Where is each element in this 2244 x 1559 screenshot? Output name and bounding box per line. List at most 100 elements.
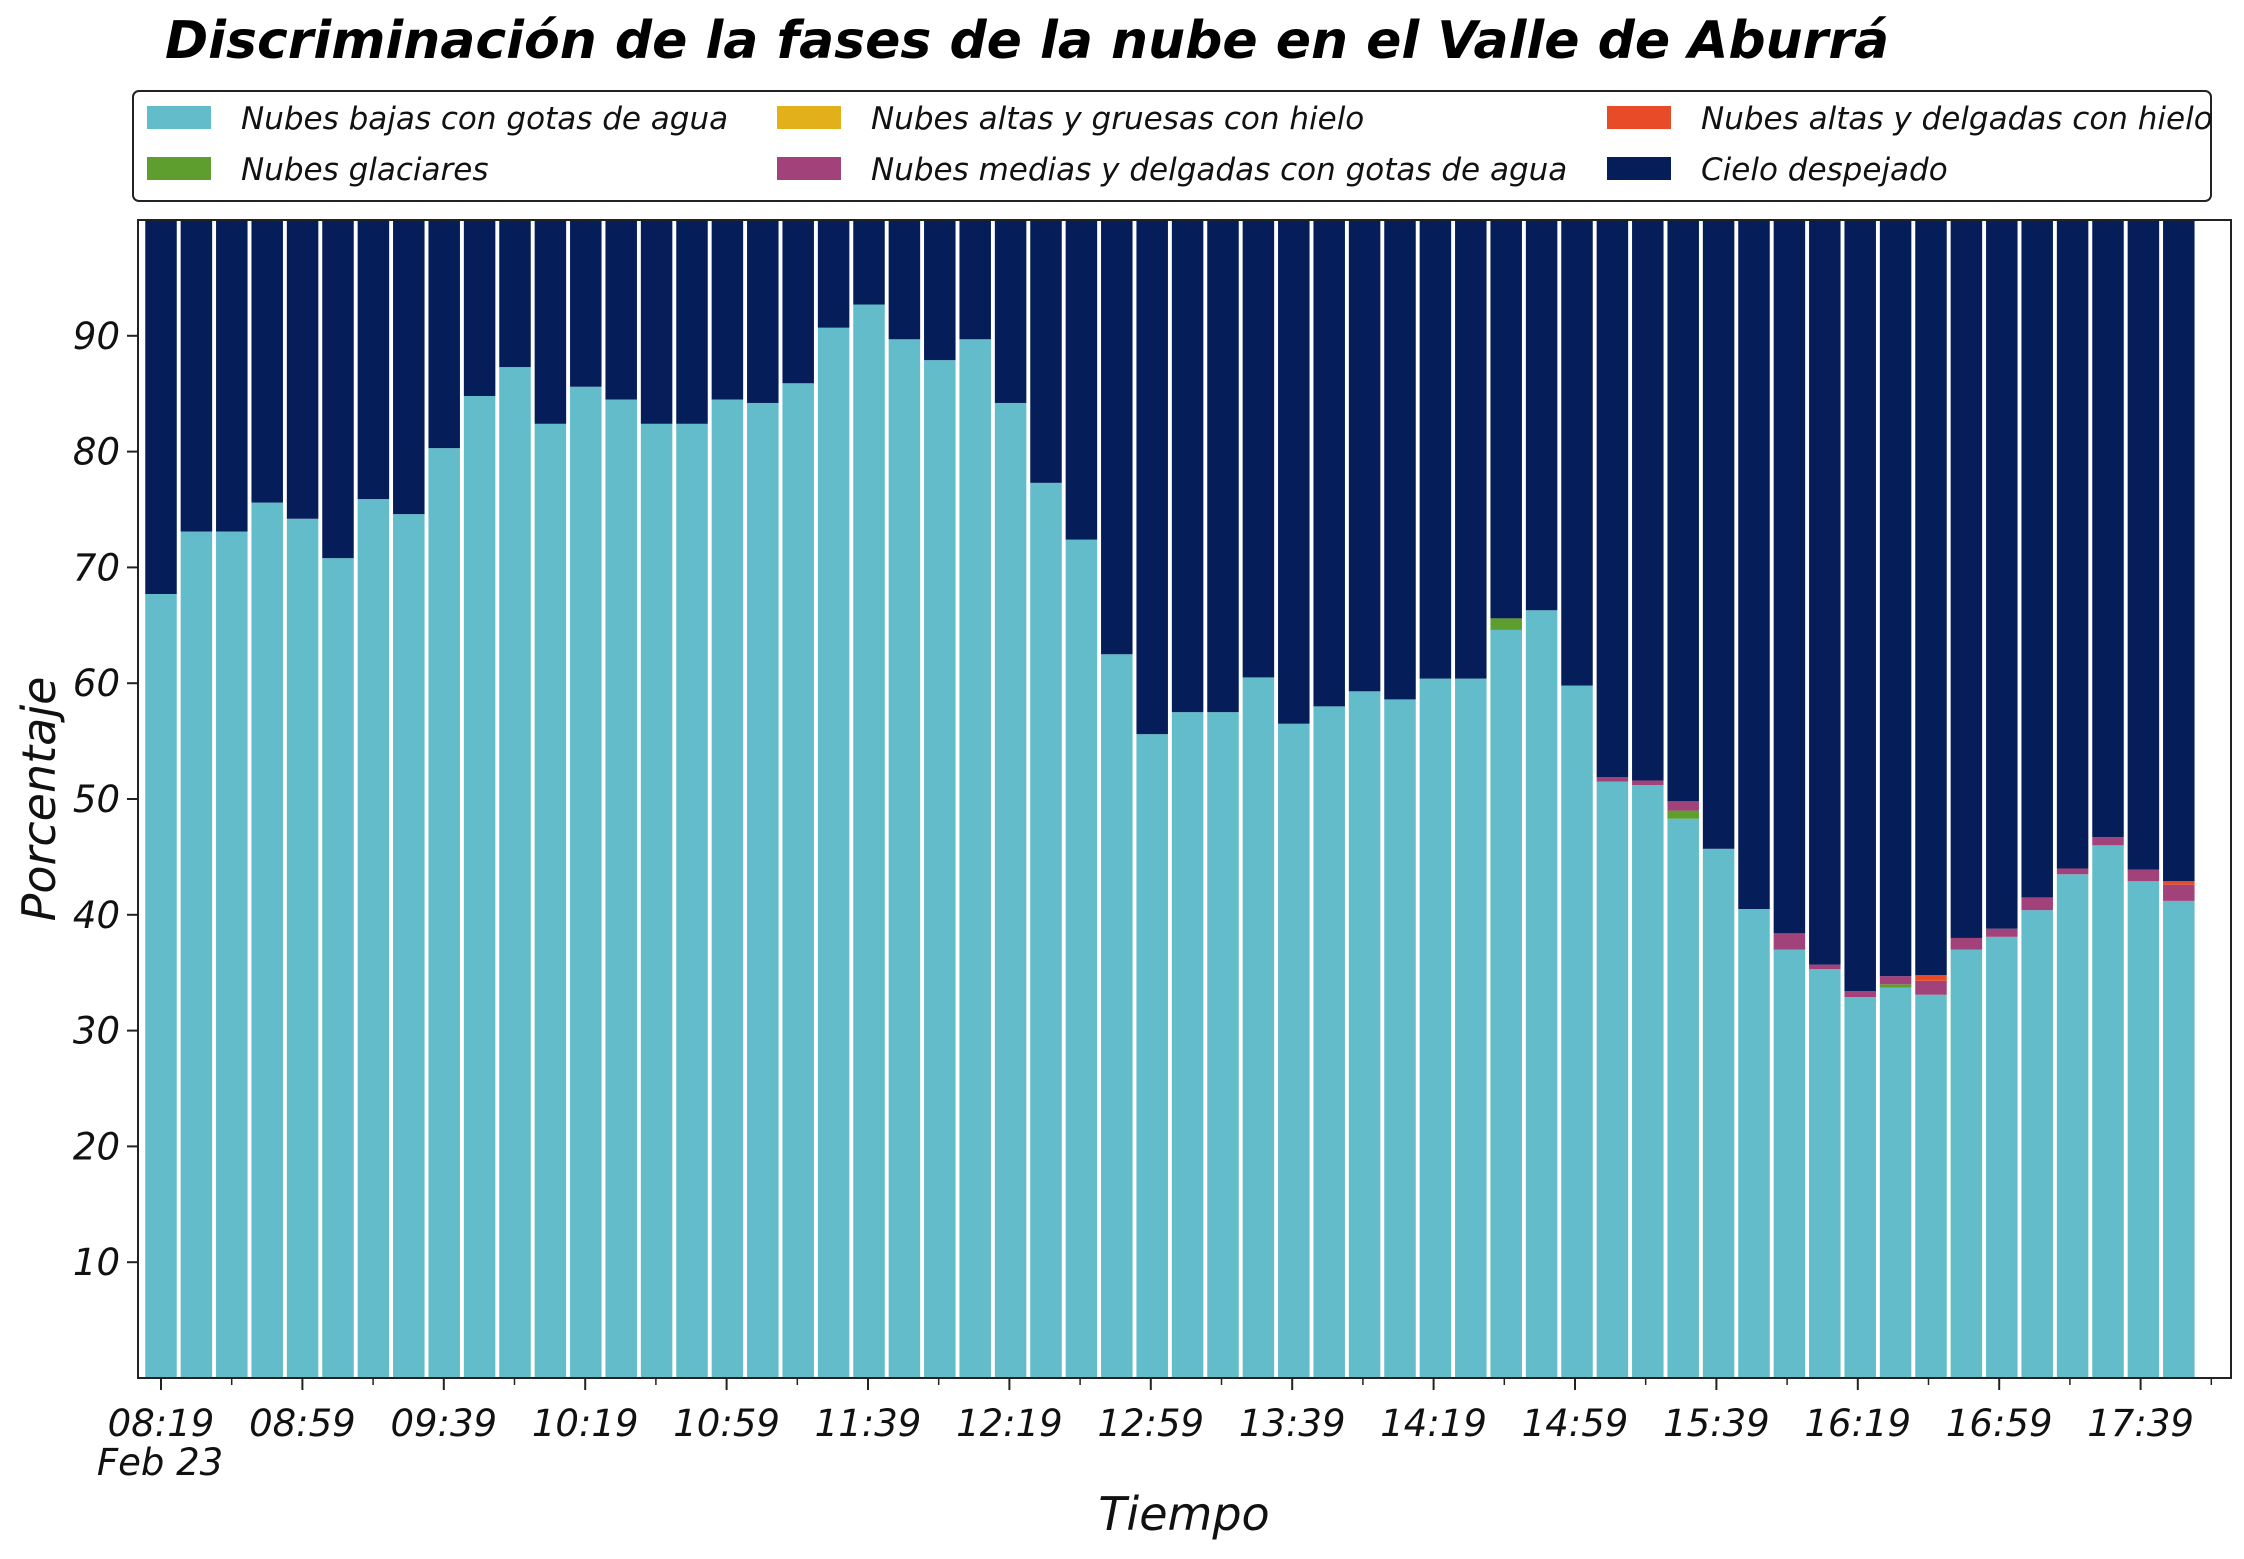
- bar-segment-15-s0: [676, 423, 708, 1378]
- bar-segment-49-s5: [1879, 220, 1912, 977]
- x-date-label: Feb 23: [97, 1441, 223, 1484]
- bar-segment-46-s0: [1773, 949, 1806, 1378]
- bar-segment-39-s0: [1525, 610, 1558, 1378]
- bar-segment-1-s0: [180, 531, 213, 1378]
- x-tick-label: 14:19: [1380, 1402, 1487, 1445]
- bar-segment-10-s5: [499, 220, 531, 368]
- bar-segment-41-s0: [1596, 781, 1629, 1378]
- bar-segment-42-s3: [1632, 780, 1664, 786]
- legend-swatch: [777, 106, 841, 129]
- bar-segment-16-s5: [711, 220, 744, 400]
- bar-segment-41-s3: [1596, 777, 1629, 782]
- bar-segment-12-s5: [570, 220, 602, 387]
- bar-segment-31-s0: [1242, 677, 1275, 1378]
- bar-segment-28-s5: [1136, 220, 1168, 735]
- legend-label: Nubes glaciares: [241, 152, 489, 188]
- legend-label: Nubes altas y gruesas con hielo: [871, 101, 1364, 137]
- bar-segment-10-s0: [499, 367, 531, 1378]
- bar-segment-24-s0: [994, 402, 1027, 1379]
- legend-swatch: [1607, 157, 1671, 180]
- bar-segment-26-s5: [1065, 220, 1098, 540]
- bar-segment-49-s1: [1879, 984, 1912, 988]
- bar-segment-56-s5: [2127, 220, 2160, 870]
- bar-segment-56-s3: [2127, 869, 2160, 882]
- bar-segment-49-s0: [1879, 987, 1912, 1378]
- y-axis: 10 20 30 40 50 60 70 80 90: [73, 315, 138, 1284]
- bar-segment-6-s5: [357, 220, 390, 500]
- bar-segment-38-s1: [1490, 618, 1522, 630]
- bar-segment-46-s5: [1773, 220, 1806, 934]
- x-tick-label: 09:39: [390, 1402, 497, 1445]
- bar-segment-52-s3: [1986, 928, 2018, 937]
- bar-segment-38-s0: [1490, 629, 1522, 1378]
- bar-segment-32-s5: [1278, 220, 1310, 724]
- y-tick-label: 30: [73, 1010, 120, 1053]
- bar-segment-54-s3: [2056, 868, 2089, 875]
- bar-segment-12-s0: [570, 386, 602, 1378]
- bar-segment-36-s0: [1419, 678, 1452, 1378]
- bar-segment-54-s5: [2056, 220, 2089, 869]
- bar-segment-8-s0: [428, 448, 460, 1378]
- bar-segment-36-s5: [1419, 220, 1452, 679]
- bar-segment-15-s5: [676, 220, 708, 424]
- bar-segment-14-s0: [640, 423, 673, 1378]
- bar-segment-27-s5: [1101, 220, 1133, 655]
- bar-segment-57-s3: [2163, 884, 2195, 901]
- bar-segment-39-s5: [1525, 220, 1558, 611]
- legend-swatch: [1607, 106, 1671, 129]
- bar-segment-13-s5: [605, 220, 637, 400]
- bar-segment-11-s0: [534, 423, 567, 1378]
- bar-segment-34-s0: [1348, 691, 1381, 1378]
- bar-segment-17-s5: [747, 220, 779, 403]
- bar-segment-3-s5: [251, 220, 283, 503]
- bar-segment-29-s0: [1171, 712, 1204, 1378]
- bar-segment-50-s3: [1915, 980, 1947, 995]
- bar-segment-28-s0: [1136, 734, 1168, 1378]
- bar-segment-56-s0: [2127, 881, 2160, 1378]
- bar-segment-7-s0: [393, 514, 425, 1378]
- legend-swatch: [147, 157, 211, 180]
- bar-segment-50-s5: [1915, 220, 1947, 976]
- y-axis-label: Porcentaje: [12, 677, 66, 922]
- bar-segment-24-s5: [994, 220, 1027, 403]
- bar-segment-44-s5: [1702, 220, 1735, 849]
- bar-segment-17-s0: [747, 402, 779, 1379]
- bar-segment-33-s5: [1313, 220, 1345, 707]
- bar-segment-41-s5: [1596, 220, 1629, 777]
- bar-segment-55-s3: [2092, 837, 2124, 846]
- bar-segment-19-s5: [817, 220, 850, 328]
- x-tick-label: 08:19: [108, 1402, 215, 1445]
- bar-segment-5-s0: [322, 558, 354, 1378]
- legend-swatch: [777, 157, 841, 180]
- x-tick-label: 15:39: [1663, 1402, 1770, 1445]
- bar-segment-35-s0: [1384, 699, 1416, 1378]
- bar-segment-57-s0: [2163, 900, 2195, 1378]
- bar-segment-0-s0: [145, 594, 177, 1378]
- bar-segment-25-s0: [1030, 482, 1062, 1378]
- bar-segment-40-s0: [1561, 685, 1593, 1378]
- bar-segment-49-s3: [1879, 976, 1912, 985]
- bar-segment-2-s5: [216, 220, 248, 532]
- bar-segment-27-s0: [1101, 654, 1133, 1378]
- bar-segment-13-s0: [605, 399, 637, 1378]
- bar-segment-40-s5: [1561, 220, 1593, 686]
- y-tick-label: 70: [73, 546, 120, 589]
- bar-segment-51-s0: [1950, 949, 1983, 1378]
- legend: Nubes bajas con gotas de agua Nubes glaci…: [132, 90, 2213, 202]
- bar-segment-30-s5: [1207, 220, 1239, 713]
- legend-label: Cielo despejado: [1701, 152, 1948, 188]
- x-tick-label: 10:59: [673, 1402, 780, 1445]
- bar-segment-9-s5: [463, 220, 496, 397]
- bar-segment-44-s0: [1702, 848, 1735, 1378]
- bar-segment-5-s5: [322, 220, 354, 559]
- x-tick-label: 12:59: [1097, 1402, 1204, 1445]
- y-tick-label: 10: [73, 1241, 120, 1284]
- bar-segment-38-s5: [1490, 220, 1522, 619]
- bar-segment-43-s1: [1667, 810, 1699, 819]
- bar-segment-29-s5: [1171, 220, 1204, 713]
- y-tick-label: 50: [73, 778, 120, 821]
- bar-segment-4-s0: [286, 518, 319, 1378]
- bar-segment-34-s5: [1348, 220, 1381, 692]
- legend-label: Nubes bajas con gotas de agua: [241, 101, 728, 137]
